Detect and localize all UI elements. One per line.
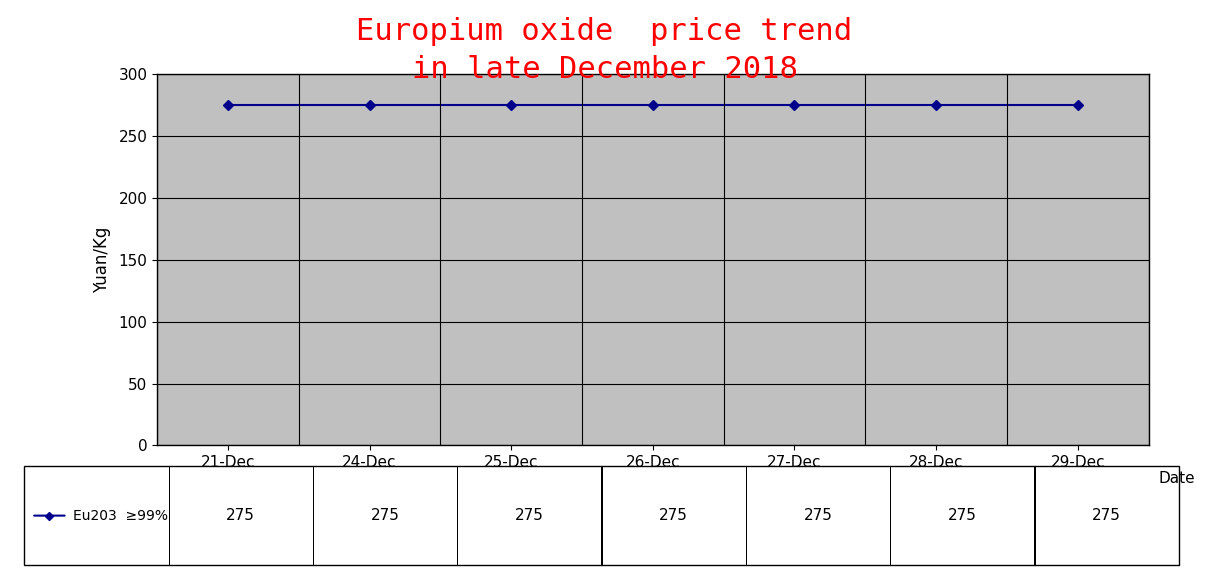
- Bar: [601, 466, 602, 565]
- Text: 275: 275: [515, 508, 544, 523]
- Bar: [24, 466, 1179, 565]
- Text: 275: 275: [1092, 508, 1121, 523]
- Bar: [746, 466, 747, 565]
- Text: 275: 275: [659, 508, 688, 523]
- Bar: [457, 466, 458, 565]
- Text: 275: 275: [370, 508, 399, 523]
- Text: 275: 275: [804, 508, 833, 523]
- Text: 275: 275: [948, 508, 977, 523]
- Y-axis label: Yuan/Kg: Yuan/Kg: [93, 227, 111, 293]
- Text: Eu203  ≥99%: Eu203 ≥99%: [74, 509, 168, 522]
- Bar: [313, 466, 314, 565]
- Bar: [1035, 466, 1036, 565]
- Bar: [168, 466, 169, 565]
- Text: 275: 275: [226, 508, 255, 523]
- Text: Europium oxide  price trend
in late December 2018: Europium oxide price trend in late Decem…: [357, 17, 852, 85]
- Text: Date: Date: [1158, 471, 1194, 486]
